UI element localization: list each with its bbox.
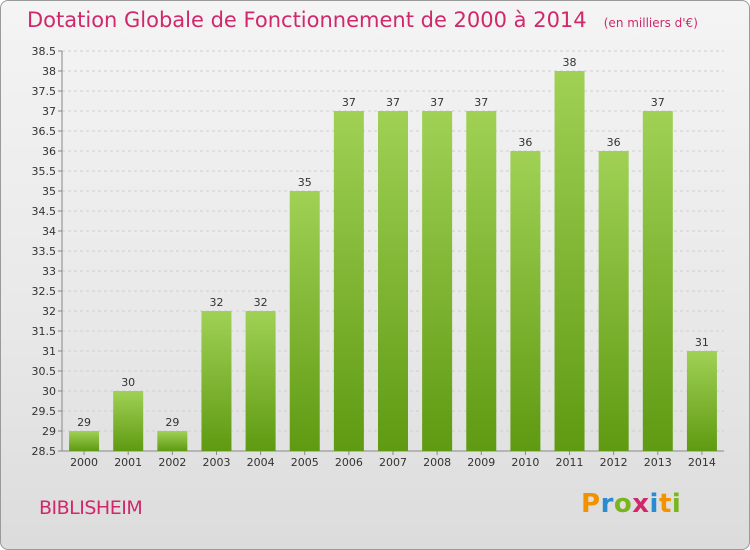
logo-letter: o: [613, 489, 633, 519]
x-tick-label: 2011: [556, 456, 584, 469]
bar-chart: 28.5 29 29.5 30 30.5 31 31.5 32 32.5 33 33.5 34 34.5…: [32, 45, 724, 469]
x-tick-label: 2004: [247, 456, 275, 469]
logo-letter: r: [600, 489, 614, 519]
bar-value-label: 30: [121, 376, 135, 389]
bar-value-label: 29: [77, 416, 91, 429]
bar-value-label: 37: [386, 96, 400, 109]
x-tick-label: 2014: [688, 456, 716, 469]
logo-letter: i: [649, 489, 659, 519]
title-row: Dotation Globale de Fonctionnement de 20…: [27, 8, 698, 32]
x-tick-label: 2001: [114, 456, 142, 469]
bar: [422, 111, 453, 451]
y-tick-label: 35: [42, 185, 56, 198]
bar-value-label: 32: [254, 296, 268, 309]
bar-value-label: 37: [342, 96, 356, 109]
bar-value-label: 37: [474, 96, 488, 109]
x-tick-label: 2012: [600, 456, 628, 469]
bar-value-label: 37: [430, 96, 444, 109]
bar: [686, 351, 717, 451]
logo-letter: x: [632, 489, 650, 519]
y-tick-label: 38.5: [32, 45, 57, 58]
x-tick-label: 2005: [291, 456, 319, 469]
bar-value-label: 35: [298, 176, 312, 189]
x-tick-label: 2013: [644, 456, 672, 469]
y-tick-label: 31: [42, 345, 56, 358]
x-tick-label: 2007: [379, 456, 407, 469]
y-tick-label: 37: [42, 105, 56, 118]
bar: [157, 431, 188, 451]
x-tick-label: 2010: [511, 456, 539, 469]
bar: [642, 111, 673, 451]
bar: [466, 111, 497, 451]
bar-value-label: 38: [563, 56, 577, 69]
x-tick-label: 2000: [70, 456, 98, 469]
bar-value-label: 36: [607, 136, 621, 149]
proxiti-logo[interactable]: Proxiti: [581, 489, 681, 519]
x-tick-label: 2009: [467, 456, 495, 469]
bar: [69, 431, 100, 451]
x-tick-label: 2002: [158, 456, 186, 469]
y-tick-label: 36.5: [32, 125, 57, 138]
y-tick-label: 31.5: [32, 325, 57, 338]
y-tick-label: 35.5: [32, 165, 57, 178]
bar: [333, 111, 364, 451]
y-tick-label: 33: [42, 265, 56, 278]
y-tick-label: 33.5: [32, 245, 57, 258]
y-tick-label: 29.5: [32, 405, 57, 418]
bar: [245, 311, 276, 451]
y-tick-label: 29: [42, 425, 56, 438]
logo-letter: P: [581, 489, 601, 519]
bar-value-label: 29: [165, 416, 179, 429]
y-tick-label: 28.5: [32, 445, 57, 458]
bar: [598, 151, 629, 451]
bar: [289, 191, 320, 451]
bar-value-label: 32: [209, 296, 223, 309]
bar: [378, 111, 408, 451]
y-tick-label: 34.5: [32, 205, 57, 218]
y-tick-label: 37.5: [32, 85, 57, 98]
axes: 28.5 29 29.5 30 30.5 31 31.5 32 32.5 33 33.5 34 34.5…: [32, 45, 724, 469]
x-tick-label: 2003: [202, 456, 230, 469]
bar: [510, 151, 541, 451]
y-tick-label: 32.5: [32, 285, 57, 298]
logo-letter: t: [658, 489, 672, 519]
y-tick-label: 32: [42, 305, 56, 318]
commune-name: BIBLISHEIM: [39, 497, 143, 519]
x-tick-label: 2008: [423, 456, 451, 469]
bar-value-label: 37: [651, 96, 665, 109]
bars: 29 30 29 32 32 35 37 37 37 37 36 38 36 37 31: [69, 56, 717, 451]
bar: [201, 311, 232, 451]
bar: [554, 71, 585, 451]
chart-title: Dotation Globale de Fonctionnement de 20…: [27, 8, 587, 32]
bar-value-label: 36: [518, 136, 532, 149]
y-tick-label: 38: [42, 65, 56, 78]
chart-subtitle: (en milliers d'€): [603, 16, 698, 30]
logo-letter: i: [671, 489, 682, 519]
bar: [113, 391, 144, 451]
x-tick-label: 2006: [335, 456, 363, 469]
y-tick-label: 30.5: [32, 365, 57, 378]
y-tick-label: 34: [42, 225, 56, 238]
y-tick-label: 36: [42, 145, 56, 158]
y-tick-label: 30: [42, 385, 56, 398]
bar-value-label: 31: [695, 336, 709, 349]
